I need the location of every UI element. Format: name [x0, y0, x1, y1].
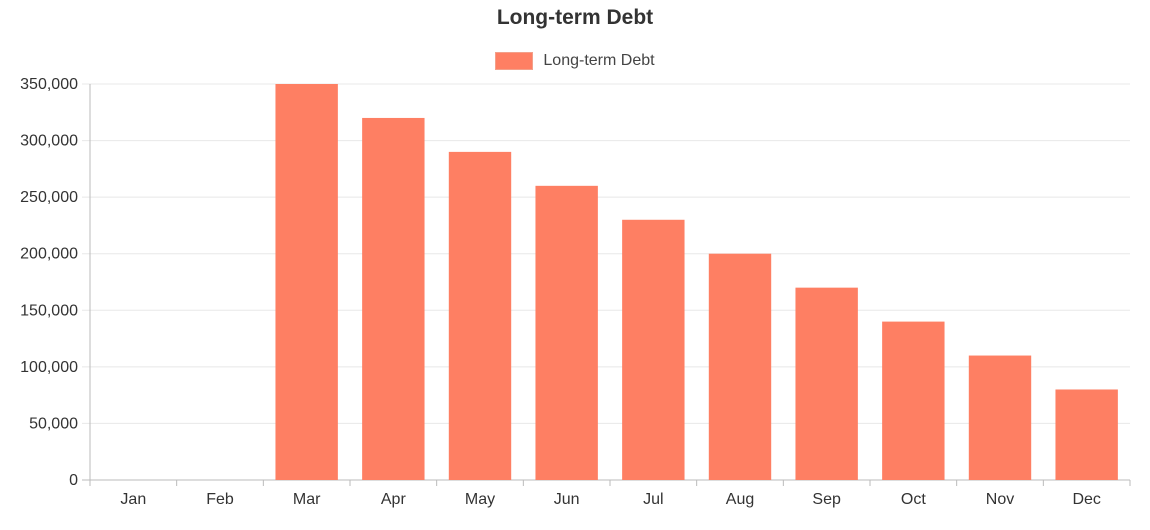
y-tick-label: 50,000 [29, 415, 78, 432]
chart-title: Long-term Debt [496, 6, 654, 29]
x-tick-label: May [465, 491, 495, 508]
y-tick-label: 0 [69, 472, 78, 489]
x-tick-label: Aug [726, 491, 754, 508]
bar-mar [275, 84, 338, 480]
bar-nov [968, 355, 1032, 480]
bar-may [448, 151, 512, 480]
legend-swatch [495, 52, 534, 70]
x-tick-label: Jan [120, 491, 146, 508]
bar-aug [708, 253, 772, 480]
bar-jun [535, 185, 598, 481]
x-tick-label: Jun [554, 491, 580, 508]
y-tick-label: 350,000 [20, 76, 78, 93]
x-tick-label: Apr [381, 491, 407, 508]
y-tick-label: 250,000 [20, 189, 78, 206]
bar-dec [1055, 389, 1118, 480]
y-tick-label: 200,000 [20, 246, 78, 263]
legend-label: Long-term Debt [543, 52, 655, 69]
legend[interactable]: Long-term Debt [0, 52, 1150, 70]
y-tick-label: 300,000 [20, 133, 78, 150]
y-tick-label: 150,000 [20, 302, 78, 319]
x-tick-label: Dec [1072, 491, 1100, 508]
bar-oct [882, 321, 945, 480]
y-tick-label: 100,000 [20, 359, 78, 376]
bar-jul [622, 219, 685, 480]
x-tick-label: Jul [643, 491, 663, 508]
x-tick-label: Feb [206, 491, 234, 508]
bar-apr [362, 117, 425, 480]
bar-sep [795, 287, 858, 480]
x-tick-label: Nov [986, 491, 1014, 508]
x-tick-label: Sep [812, 491, 841, 508]
x-tick-label: Oct [901, 491, 926, 508]
x-tick-label: Mar [293, 491, 321, 508]
